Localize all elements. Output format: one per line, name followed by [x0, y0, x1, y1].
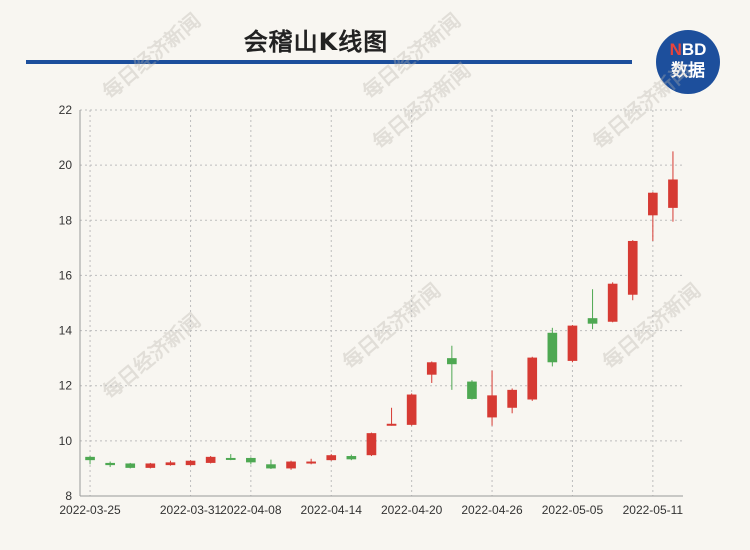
y-tick-label: 10 [59, 434, 73, 448]
candle-body-down [266, 464, 276, 469]
candle-body-up [205, 456, 216, 463]
candle-body-up [326, 455, 337, 461]
candle-body-down [85, 456, 95, 461]
candle-body-down [547, 332, 558, 363]
logo-bd: BD [681, 40, 707, 59]
candle-body-up [527, 357, 538, 400]
candle-body-up [185, 460, 196, 466]
nbd-logo: NBD 数据 [656, 30, 720, 94]
candle-body-up [607, 283, 618, 322]
y-tick-label: 14 [59, 324, 73, 338]
candle-body-up [426, 362, 437, 375]
x-tick-label: 2022-05-11 [623, 503, 684, 517]
candle-body-up [386, 423, 397, 426]
x-tick-label: 2022-04-08 [220, 503, 282, 517]
candle-body-down [125, 463, 136, 468]
x-tick-label: 2022-04-14 [301, 503, 363, 517]
logo-text-line1: NBD [656, 40, 720, 60]
logo-n: N [669, 40, 682, 59]
chart-title: 会稽山K线图 [243, 28, 389, 56]
candle-body-down [105, 462, 115, 466]
x-tick-label: 2022-03-31 [160, 503, 222, 517]
candle-body-up [286, 461, 296, 469]
candle-body-up [306, 461, 316, 464]
candle-body-up [487, 395, 497, 418]
candle-body-down [246, 457, 256, 463]
y-tick-label: 16 [59, 268, 73, 282]
y-tick-label: 20 [59, 158, 73, 172]
x-tick-label: 2022-04-20 [381, 503, 443, 517]
y-tick-label: 18 [59, 213, 73, 227]
x-tick-label: 2022-05-05 [542, 503, 604, 517]
candle-body-up [145, 463, 156, 468]
title-underline [26, 60, 632, 64]
candle-body-up [366, 433, 377, 456]
candle-body-down [447, 358, 457, 365]
candle-body-down [346, 456, 357, 460]
candle-body-up [406, 394, 417, 425]
y-tick-label: 22 [59, 103, 73, 117]
watermark-text: 每日经济新闻 [588, 58, 695, 154]
candle-body-up [627, 240, 638, 295]
candle-body-down [587, 318, 598, 324]
x-tick-label: 2022-04-26 [461, 503, 523, 517]
candle-body-up [668, 179, 678, 208]
watermark-text: 每日经济新闻 [338, 278, 445, 374]
x-tick-label: 2022-03-25 [59, 503, 121, 517]
watermark-text: 每日经济新闻 [98, 308, 205, 404]
candle-body-down [225, 457, 236, 460]
candle-body-up [165, 462, 176, 466]
y-tick-label: 8 [65, 489, 72, 503]
candle-body-down [467, 381, 477, 399]
logo-text-line2: 数据 [671, 61, 705, 81]
y-tick-label: 12 [59, 379, 73, 393]
watermark-text: 每日经济新闻 [98, 8, 205, 104]
candle-body-up [567, 325, 578, 361]
candle-body-up [648, 192, 658, 216]
candle-body-up [507, 389, 517, 408]
